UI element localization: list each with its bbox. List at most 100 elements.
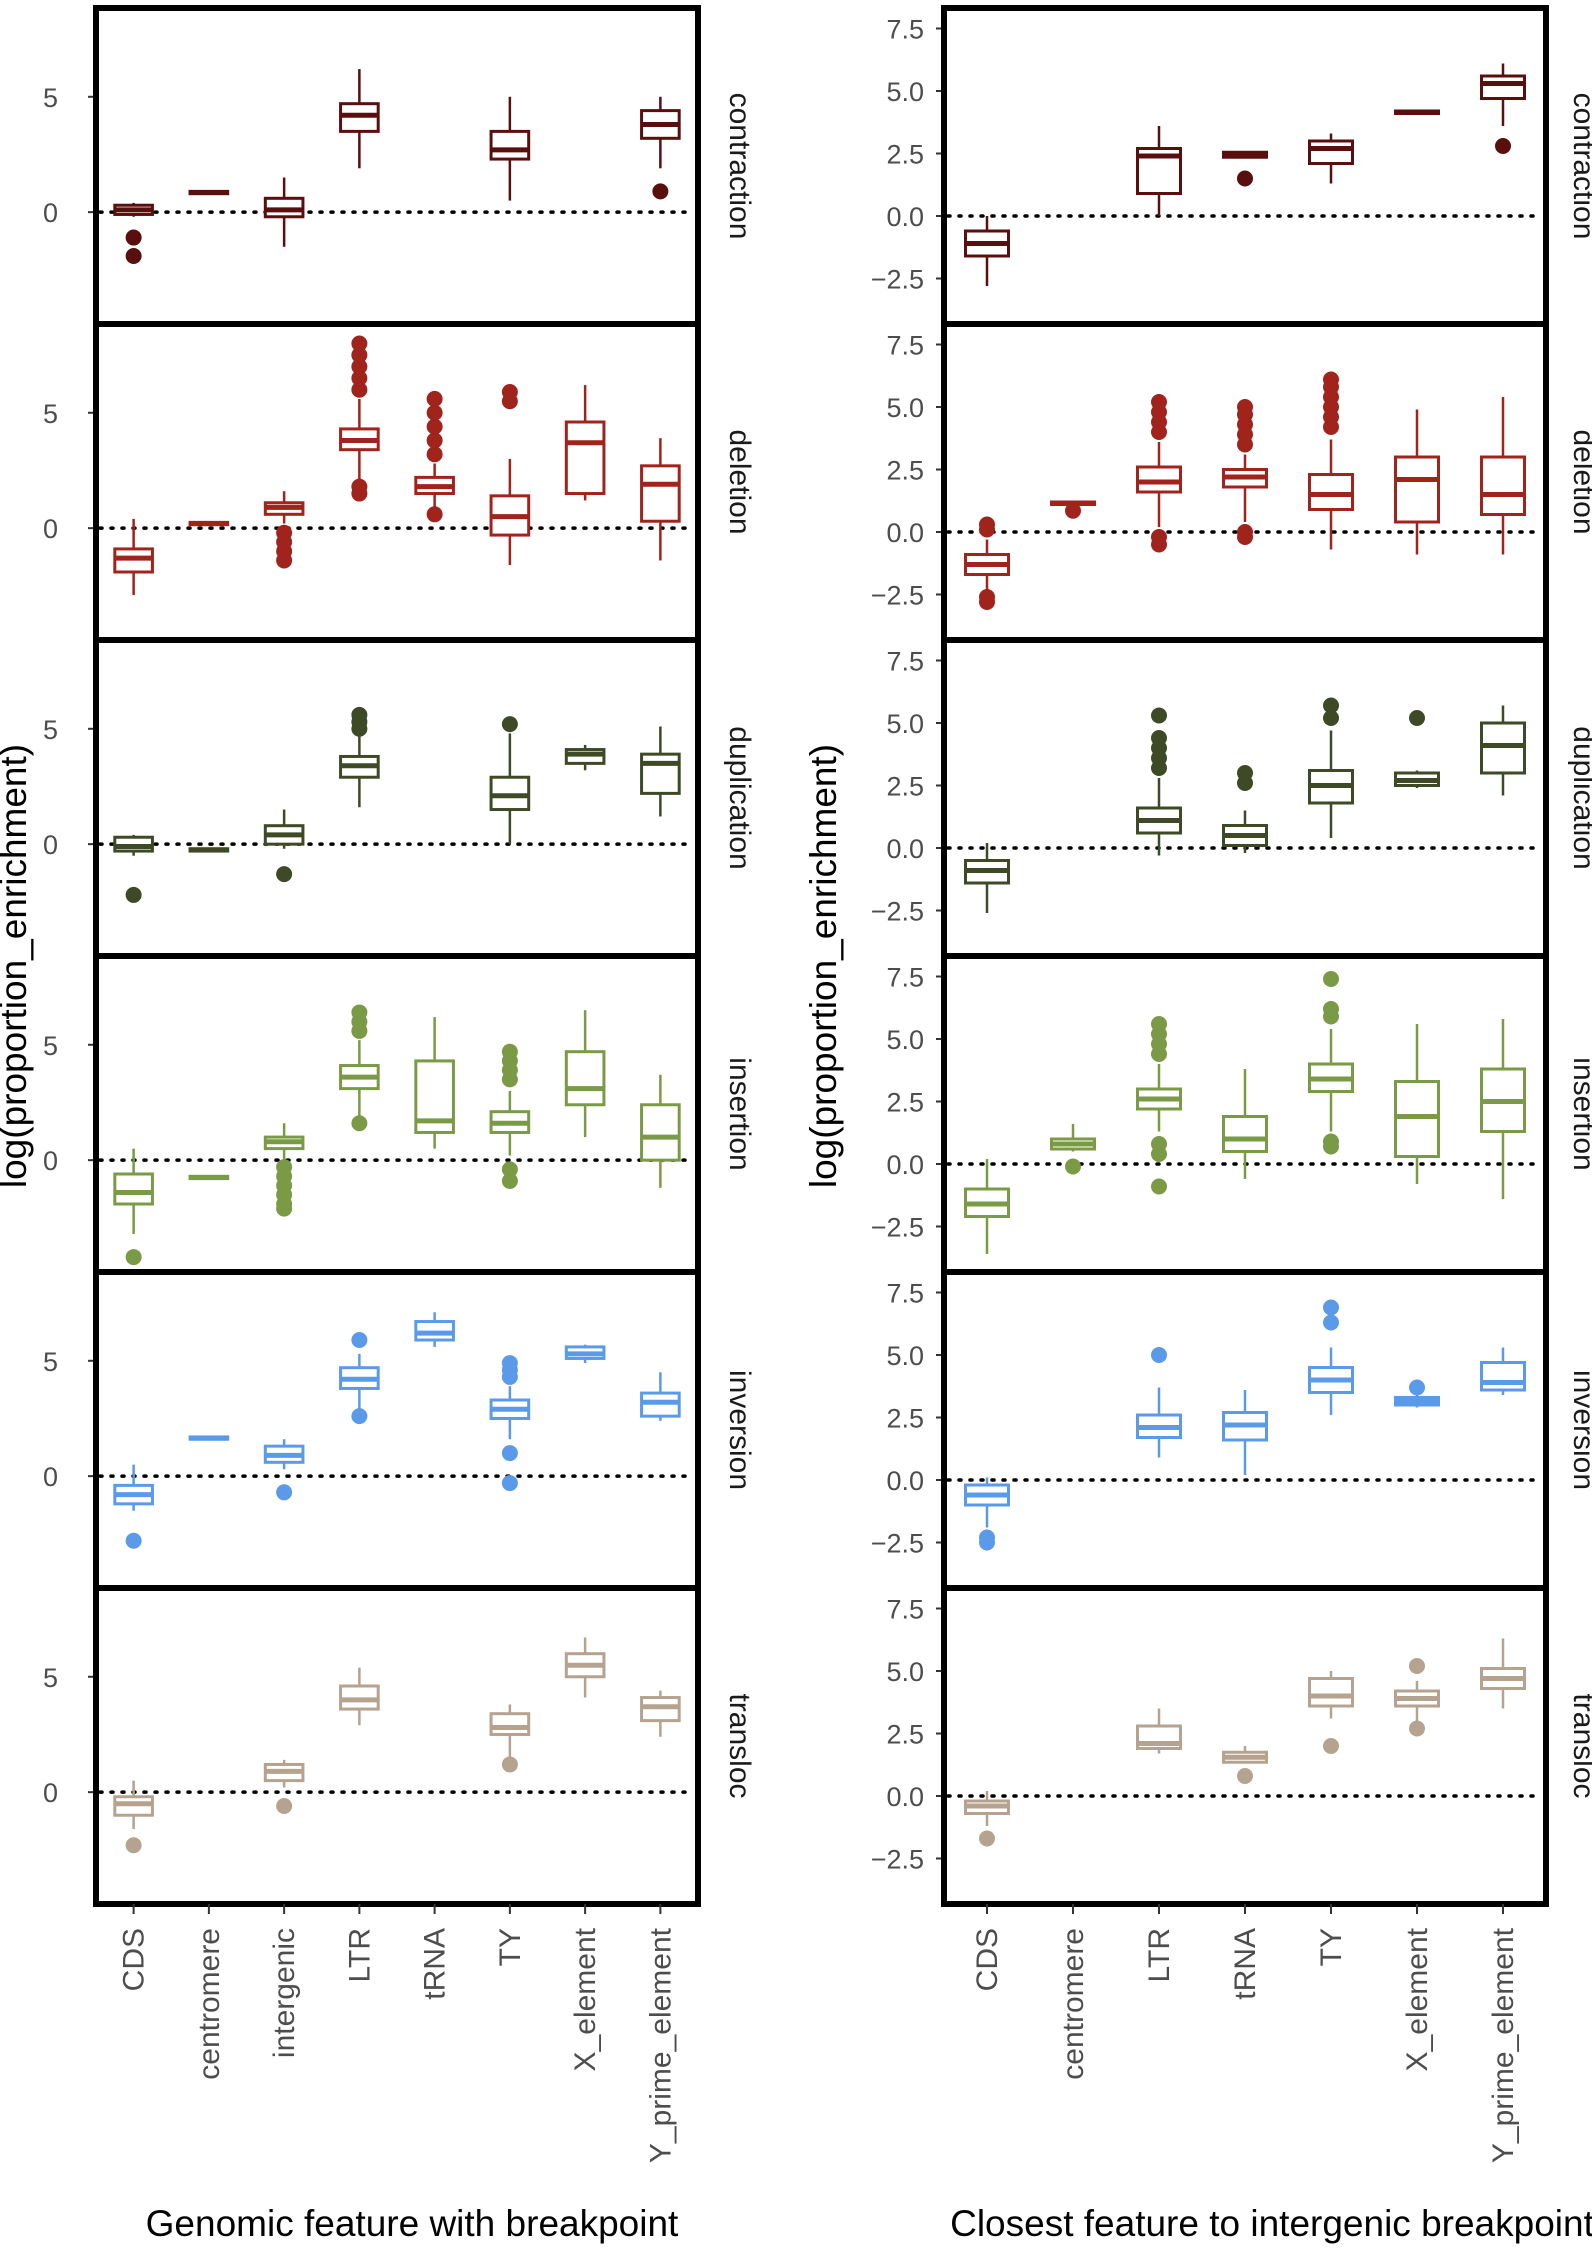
box-LTR bbox=[1136, 707, 1182, 856]
facet-strip-label: transloc bbox=[723, 1693, 756, 1798]
y-tick-label: 0.0 bbox=[886, 202, 924, 232]
box-LTR bbox=[1136, 1016, 1182, 1195]
outlier-point bbox=[426, 506, 443, 523]
outlier-point bbox=[1151, 707, 1167, 724]
outlier-point bbox=[1237, 765, 1253, 781]
box-Y_prime_element bbox=[640, 438, 681, 561]
outlier-point bbox=[351, 1332, 368, 1348]
facet-frame bbox=[941, 5, 1549, 327]
box-tRNA bbox=[1222, 150, 1268, 187]
y-tick-label: 5.0 bbox=[886, 393, 924, 423]
box-LTR bbox=[1136, 1347, 1182, 1458]
y-axis-title: log(proportion_enrichment) bbox=[803, 744, 844, 1188]
facet-strip-label: insertion bbox=[1567, 1057, 1592, 1170]
y-tick-label: 0.0 bbox=[886, 834, 924, 864]
box-TY bbox=[489, 1704, 531, 1773]
box-CDS bbox=[113, 1148, 154, 1266]
box-Y_prime_element bbox=[640, 96, 681, 200]
box-X_element bbox=[564, 1344, 606, 1364]
outlier-point bbox=[1237, 1768, 1253, 1784]
y-tick-label: 5.0 bbox=[886, 77, 924, 107]
box-LTR bbox=[1136, 394, 1182, 553]
box-tRNA bbox=[1222, 1746, 1268, 1784]
outlier-point bbox=[1323, 697, 1339, 714]
y-tick-label: 0.0 bbox=[886, 1466, 924, 1496]
facet-strip-label: contraction bbox=[1567, 93, 1592, 240]
y-tick-label: 5 bbox=[43, 1031, 58, 1061]
y-tick-label: −2.5 bbox=[871, 1213, 924, 1243]
outlier-point bbox=[125, 1249, 142, 1266]
outlier-point bbox=[426, 390, 443, 407]
x-tick-label: centromere bbox=[193, 1928, 226, 2080]
x-tick-label: TY bbox=[1315, 1928, 1348, 1966]
facet-inversion: −2.5 0.0 2.5 5.0 7.5 inversion bbox=[871, 1269, 1592, 1591]
y-tick-label: −2.5 bbox=[871, 1529, 924, 1559]
facet-strip-label: inversion bbox=[1567, 1370, 1592, 1490]
box-LTR bbox=[339, 706, 380, 808]
outlier-point bbox=[1495, 138, 1511, 154]
box-CDS bbox=[964, 843, 1010, 913]
facet-duplication: −2.5 0.0 2.5 5.0 7.5 duplication bbox=[871, 637, 1592, 959]
box-TY bbox=[1308, 971, 1354, 1155]
y-tick-label: −2.5 bbox=[871, 265, 924, 295]
box-X_element bbox=[564, 385, 606, 501]
outlier-point bbox=[1151, 394, 1167, 410]
outlier-point bbox=[1151, 1016, 1167, 1032]
outlier-point bbox=[276, 552, 293, 569]
y-tick-label: 2.5 bbox=[886, 1404, 924, 1434]
box-TY bbox=[489, 384, 531, 566]
outlier-point bbox=[1151, 730, 1167, 746]
y-tick-label: 7.5 bbox=[886, 1279, 924, 1309]
y-tick-label: 5 bbox=[43, 1347, 58, 1377]
box-CDS bbox=[964, 216, 1010, 286]
x-tick-label: Y_prime_element bbox=[644, 1927, 677, 2163]
outlier-point bbox=[1237, 170, 1253, 187]
facet-strip-label: deletion bbox=[723, 429, 756, 534]
y-tick-label: 0 bbox=[43, 1462, 58, 1492]
box-X_element bbox=[564, 1637, 606, 1698]
outlier-point bbox=[501, 1043, 518, 1060]
box-tRNA bbox=[1222, 765, 1268, 853]
outlier-point bbox=[501, 1445, 518, 1462]
outlier-point bbox=[979, 1830, 995, 1847]
box-iqr bbox=[1308, 1677, 1354, 1708]
box-Y_prime_element bbox=[1480, 63, 1526, 154]
y-tick-label: 7.5 bbox=[886, 331, 924, 361]
outlier-point bbox=[426, 432, 443, 449]
box-X_element bbox=[564, 1010, 606, 1138]
box-tRNA bbox=[1222, 1069, 1268, 1179]
y-tick-label: 5.0 bbox=[886, 1025, 924, 1055]
outlier-point bbox=[1151, 1178, 1167, 1195]
x-tick-label: CDS bbox=[971, 1928, 1004, 1991]
box-LTR bbox=[1136, 1708, 1182, 1754]
facet-transloc: 0 5 transloc bbox=[43, 1585, 756, 1907]
box-iqr bbox=[1480, 74, 1526, 100]
box-intergenic bbox=[263, 1759, 305, 1814]
y-tick-label: −2.5 bbox=[871, 581, 924, 611]
box-iqr bbox=[1222, 1115, 1268, 1153]
x-tick-label: LTR bbox=[343, 1928, 376, 1982]
box-tRNA bbox=[414, 390, 455, 523]
outlier-point bbox=[1237, 399, 1253, 415]
box-X_element bbox=[1394, 1379, 1440, 1408]
outlier-point bbox=[501, 716, 518, 733]
left-panel: 0 5 contraction 0 5 deletion 0 5 duplication 0 5 in… bbox=[0, 5, 756, 2244]
box-TY bbox=[489, 1355, 531, 1492]
box-Y_prime_element bbox=[1480, 1019, 1526, 1199]
box-intergenic bbox=[263, 1439, 305, 1501]
outlier-point bbox=[351, 370, 368, 387]
box-tRNA bbox=[414, 1017, 455, 1149]
outlier-point bbox=[1323, 1299, 1339, 1316]
box-centromere bbox=[1050, 500, 1096, 519]
x-axis-title: Closest feature to intergenic breakpoint bbox=[950, 2203, 1592, 2244]
outlier-point bbox=[125, 1837, 142, 1854]
box-TY bbox=[489, 716, 531, 845]
outlier-point bbox=[1065, 1158, 1081, 1175]
y-tick-label: 5.0 bbox=[886, 1657, 924, 1687]
outlier-point bbox=[1065, 502, 1081, 519]
outlier-point bbox=[501, 1161, 518, 1178]
box-TY bbox=[1308, 371, 1354, 550]
y-tick-label: 2.5 bbox=[886, 772, 924, 802]
outlier-point bbox=[1237, 529, 1253, 545]
